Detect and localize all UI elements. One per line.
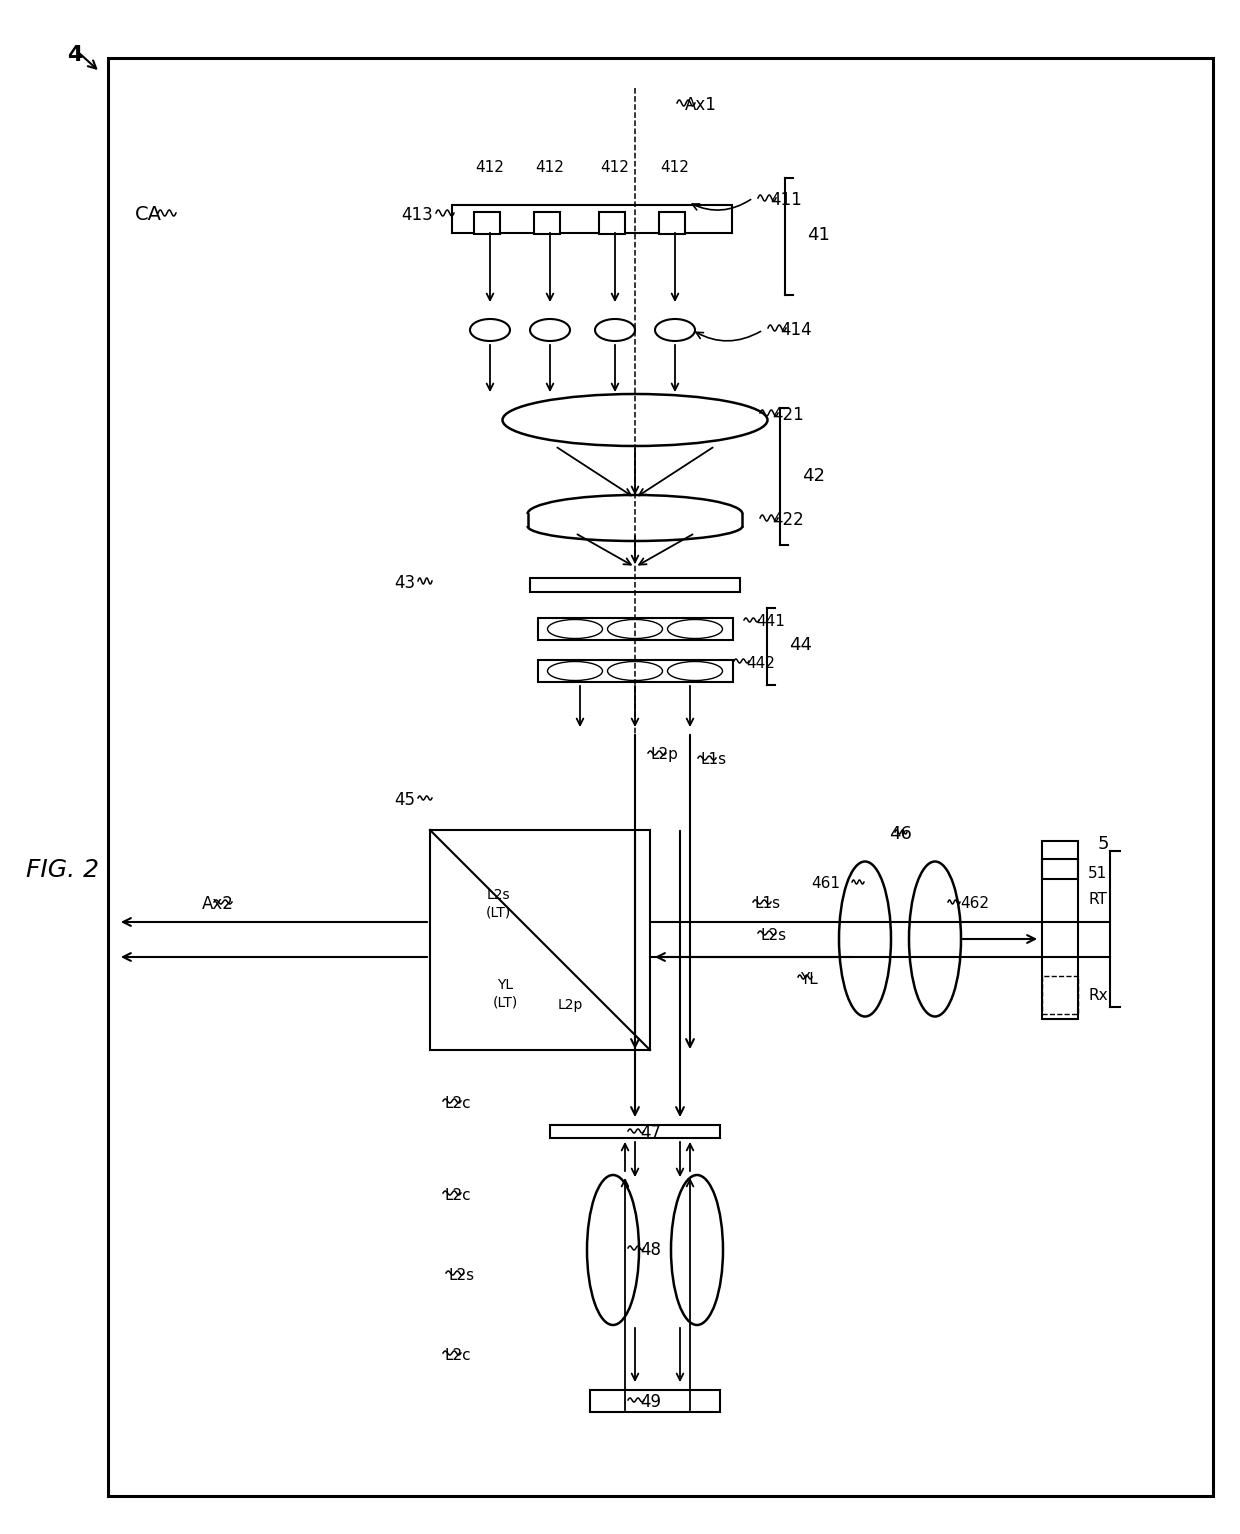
Bar	[590, 1390, 720, 1411]
Text: 51: 51	[1087, 867, 1107, 882]
Text: YL: YL	[800, 971, 817, 986]
Text: 49: 49	[640, 1393, 661, 1411]
Text: Ax1: Ax1	[684, 97, 717, 114]
Text: 4: 4	[67, 44, 83, 64]
Text: FIG. 2: FIG. 2	[26, 858, 98, 882]
Text: 45: 45	[394, 792, 415, 808]
Bar	[599, 212, 625, 235]
Text: 462: 462	[960, 896, 990, 911]
Bar	[529, 578, 740, 592]
Bar	[1042, 976, 1078, 1014]
Bar	[658, 212, 684, 235]
Text: CA: CA	[134, 206, 161, 224]
Bar	[1042, 841, 1078, 879]
Text: L2s: L2s	[760, 928, 786, 942]
Text: 44: 44	[789, 637, 812, 653]
Bar	[108, 58, 1213, 1496]
Text: 411: 411	[770, 192, 802, 209]
Text: 442: 442	[746, 655, 775, 670]
Text: L2p: L2p	[650, 747, 678, 762]
Text: 412: 412	[661, 161, 689, 175]
Text: L2c: L2c	[445, 1347, 471, 1362]
Bar	[534, 212, 560, 235]
Text: 41: 41	[807, 225, 830, 244]
Text: 441: 441	[756, 615, 785, 629]
Text: 414: 414	[780, 321, 812, 339]
Bar	[551, 1124, 720, 1138]
Bar	[538, 618, 733, 640]
Text: 421: 421	[773, 407, 804, 423]
Text: (LT): (LT)	[485, 905, 511, 919]
Text: RT: RT	[1087, 891, 1107, 907]
Text: 43: 43	[394, 574, 415, 592]
Text: L2c: L2c	[445, 1187, 471, 1203]
Text: 42: 42	[802, 466, 825, 485]
Text: L2c: L2c	[445, 1095, 471, 1111]
Text: 461: 461	[811, 876, 839, 891]
Text: YL: YL	[497, 979, 513, 992]
Bar	[430, 830, 650, 1049]
Bar	[474, 212, 500, 235]
Text: 412: 412	[600, 161, 630, 175]
Text: 412: 412	[476, 161, 505, 175]
Text: 48: 48	[640, 1241, 661, 1259]
Text: L2s: L2s	[448, 1267, 474, 1282]
Bar	[1042, 859, 1078, 1019]
Text: L1s: L1s	[701, 753, 727, 767]
Text: 46: 46	[889, 825, 911, 844]
Text: 47: 47	[640, 1124, 661, 1141]
Text: L1s: L1s	[755, 896, 781, 911]
Bar	[538, 660, 733, 683]
Text: L2s: L2s	[486, 888, 510, 902]
Text: Ax2: Ax2	[202, 894, 234, 913]
Text: L2p: L2p	[557, 999, 583, 1012]
Text: Rx: Rx	[1087, 988, 1107, 1003]
Text: 412: 412	[536, 161, 564, 175]
Text: (LT): (LT)	[492, 996, 517, 1009]
Text: 422: 422	[773, 511, 804, 529]
Text: 5: 5	[1097, 834, 1110, 853]
Bar	[453, 206, 732, 233]
Text: 413: 413	[402, 206, 433, 224]
